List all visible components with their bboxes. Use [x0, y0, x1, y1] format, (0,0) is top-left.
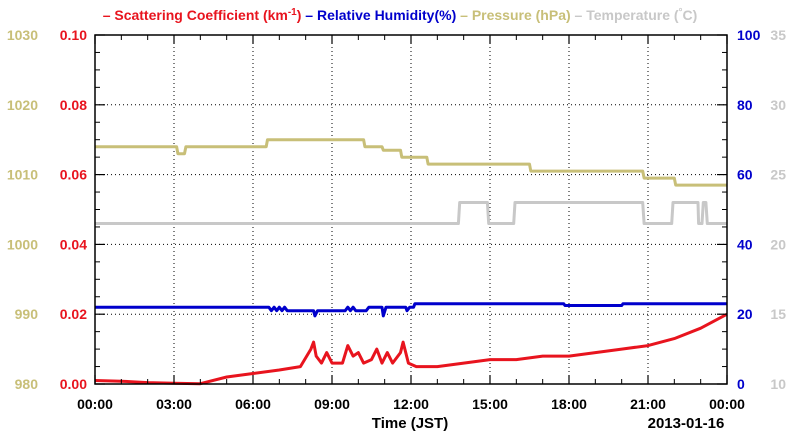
x-tick-label: 15:00 [472, 396, 508, 412]
scattering-tick-label: 0.02 [60, 306, 87, 322]
scattering-tick-label: 0.04 [60, 236, 87, 252]
x-tick-label: 21:00 [630, 396, 666, 412]
scattering-tick-label: 0.08 [60, 97, 87, 113]
axis-tick-labels: 00:00 03:00 06:00 09:00 12:00 15:00 18:00 21:00… [7, 27, 786, 412]
scattering-tick-label: 0.10 [60, 27, 87, 43]
humidity-series-line [95, 302, 727, 318]
temperature-tick-label: 20 [770, 236, 786, 252]
pressure-tick-label: 980 [15, 376, 39, 392]
x-tick-label: 00:00 [77, 396, 113, 412]
pressure-tick-label: 1020 [7, 97, 38, 113]
grid [95, 35, 727, 384]
legend: – Scattering Coefficient (km-1) – Relati… [103, 7, 698, 24]
temperature-tick-label: 15 [770, 306, 786, 322]
pressure-series-line [95, 138, 727, 187]
humidity-tick-label: 80 [737, 97, 753, 113]
date-label: 2013-01-16 [648, 415, 725, 432]
temperature-series-line [95, 201, 727, 225]
x-tick-label: 12:00 [393, 396, 429, 412]
pressure-tick-label: 1010 [7, 167, 38, 183]
x-axis-title: Time (JST) [372, 415, 448, 432]
scattering-series-line [94, 312, 728, 386]
legend-text: – Scattering Coefficient (km-1) – Relati… [103, 7, 698, 24]
x-tick-label: 18:00 [551, 396, 587, 412]
pressure-tick-label: 1030 [7, 27, 38, 43]
temperature-tick-label: 10 [770, 376, 786, 392]
humidity-tick-label: 20 [737, 306, 753, 322]
tick-marks [94, 34, 728, 385]
humidity-tick-label: 0 [737, 376, 745, 392]
scattering-tick-label: 0.00 [60, 376, 87, 392]
series-layer [94, 138, 728, 386]
temperature-tick-label: 30 [770, 97, 786, 113]
x-tick-label: 03:00 [156, 396, 192, 412]
x-tick-label: 09:00 [314, 396, 350, 412]
x-tick-label: 06:00 [235, 396, 271, 412]
x-tick-label: 00:00 [709, 396, 745, 412]
scattering-tick-label: 0.06 [60, 167, 87, 183]
pressure-tick-label: 1000 [7, 236, 38, 252]
temperature-tick-label: 35 [770, 27, 786, 43]
humidity-tick-label: 60 [737, 167, 753, 183]
pressure-tick-label: 990 [15, 306, 39, 322]
temperature-tick-label: 25 [770, 167, 786, 183]
humidity-tick-label: 40 [737, 236, 753, 252]
humidity-tick-label: 100 [737, 27, 761, 43]
